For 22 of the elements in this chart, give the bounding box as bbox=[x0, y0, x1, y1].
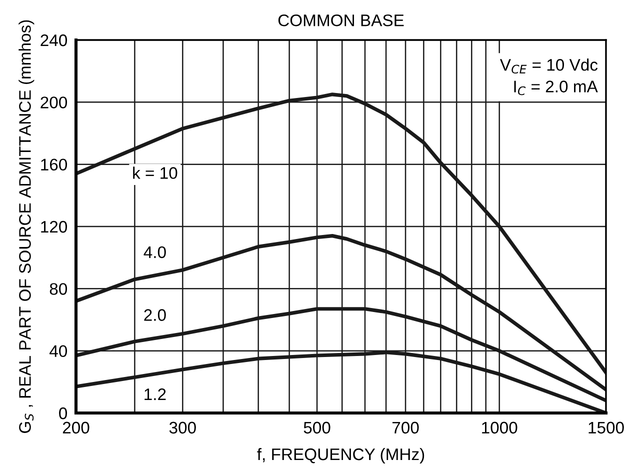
x-tick-label: 700 bbox=[392, 422, 419, 434]
series-label: 2.0 bbox=[144, 309, 166, 321]
series-label: 4.0 bbox=[144, 246, 166, 258]
x-tick-label: 1000 bbox=[482, 422, 518, 434]
y-axis-title: G$_{S}$ , REAL PART OF SOURCE ADMITTANCE (mmhos) bbox=[18, 20, 34, 433]
y-tick-label: 40 bbox=[50, 345, 68, 358]
x-tick-label: 1500 bbox=[588, 422, 624, 434]
chart-title: COMMON BASE bbox=[278, 14, 404, 26]
series-label: 1.2 bbox=[144, 388, 166, 400]
x-tick-label: 300 bbox=[169, 422, 196, 434]
y-tick-label: 80 bbox=[50, 283, 68, 295]
y-tick-label: 200 bbox=[40, 96, 68, 108]
x-tick-label: 200 bbox=[62, 422, 90, 434]
y-tick-label: 0 bbox=[59, 407, 68, 420]
y-tick-label: 240 bbox=[40, 34, 68, 46]
x-tick-label: 500 bbox=[304, 422, 330, 434]
y-tick-label: 120 bbox=[41, 220, 68, 233]
y-tick-label: 160 bbox=[41, 158, 68, 171]
x-axis-title: f, FREQUENCY (MHz) bbox=[257, 448, 424, 464]
annotation: V$_{CE}$ = 10 Vdc bbox=[500, 58, 598, 74]
annotation: I$_{C}$ = 2.0 mA bbox=[514, 80, 598, 96]
series-label: k = 10 bbox=[133, 166, 178, 179]
